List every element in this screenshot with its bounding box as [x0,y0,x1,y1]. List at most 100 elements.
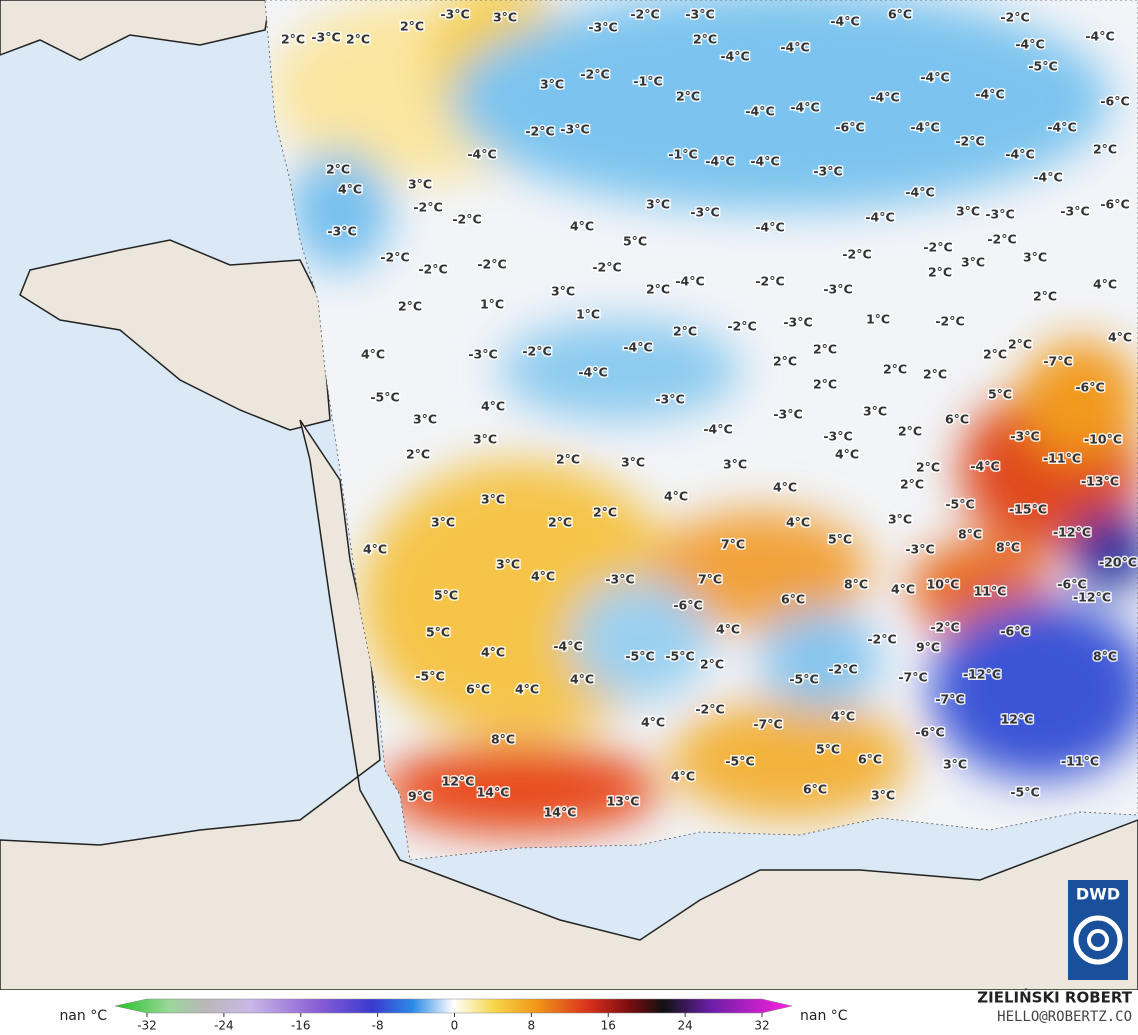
temperature-label: -15°C [1009,502,1047,517]
temperature-label: -2°C [987,232,1016,247]
temperature-label: -5°C [665,649,694,664]
temperature-label: -2°C [755,274,784,289]
temperature-label: -6°C [1000,624,1029,639]
temperature-label: 2°C [398,299,422,314]
temperature-label: 2°C [983,347,1007,362]
temperature-label: -3°C [440,7,469,22]
temperature-label: -2°C [380,250,409,265]
colorbar-tick-label: 16 [601,1019,616,1033]
temperature-label: -3°C [605,572,634,587]
temperature-label: -4°C [905,185,934,200]
temperature-label: -2°C [1000,10,1029,25]
temperature-label: -3°C [311,30,340,45]
temperature-label: -5°C [415,669,444,684]
temperature-label: -4°C [720,49,749,64]
temperature-label: 8°C [1093,649,1117,664]
temperature-label: -2°C [525,124,554,139]
temperature-label: 6°C [466,682,490,697]
temperature-label: -2°C [418,262,447,277]
temperature-label: -5°C [1010,785,1039,800]
temperature-label: -3°C [685,7,714,22]
temperature-label: 6°C [781,592,805,607]
land [0,419,1138,991]
temperature-label: 4°C [671,769,695,784]
temperature-label: -3°C [905,542,934,557]
temperature-label: 4°C [481,399,505,414]
temperature-label: 14°C [477,785,510,800]
temperature-label: 2°C [593,505,617,520]
temperature-label: 4°C [515,682,539,697]
temperature-label: 2°C [900,477,924,492]
temperature-label: 6°C [803,782,827,797]
temperature-label: 3°C [956,204,980,219]
temperature-label: 5°C [434,588,458,603]
temperature-label: 3°C [943,757,967,772]
temperature-label: 2°C [923,367,947,382]
temperature-label: -7°C [753,717,782,732]
temperature-label: 3°C [413,412,437,427]
temperature-label: -4°C [780,40,809,55]
temperature-label: -5°C [945,497,974,512]
temperature-label: 3°C [723,457,747,472]
temperature-label: -4°C [790,100,819,115]
temperature-label: -2°C [522,344,551,359]
temperature-label: -2°C [955,134,984,149]
temperature-label: -5°C [789,672,818,687]
temperature-label: 2°C [813,377,837,392]
temperature-label: 5°C [816,742,840,757]
temperature-label: -7°C [1043,354,1072,369]
temperature-label: -4°C [870,90,899,105]
temperature-label: -2°C [828,662,857,677]
temperature-label: 2°C [928,265,952,280]
temperature-label: 1°C [576,307,600,322]
temperature-label: 4°C [531,569,555,584]
temperature-label: -7°C [898,670,927,685]
temperature-label: 2°C [326,162,350,177]
temperature-label: -4°C [1033,170,1062,185]
temperature-label: -3°C [783,315,812,330]
temperature-label: 3°C [621,455,645,470]
temperature-label: -4°C [1015,37,1044,52]
temperature-label: 4°C [363,542,387,557]
temperature-label: -3°C [773,407,802,422]
temperature-label: 4°C [570,672,594,687]
temperature-label: 14°C [544,805,577,820]
temperature-label: -4°C [1085,29,1114,44]
temperature-label: -3°C [468,347,497,362]
temperature-label: 4°C [481,645,505,660]
temperature-label: -4°C [750,154,779,169]
temperature-label: 8°C [958,527,982,542]
temperature-label: 5°C [988,387,1012,402]
temperature-label: 2°C [281,32,305,47]
temperature-label: -3°C [1010,429,1039,444]
temperature-label: -3°C [655,392,684,407]
temperature-label: 5°C [426,625,450,640]
temperature-label: -6°C [1100,94,1129,109]
temperature-label: -2°C [727,319,756,334]
temperature-label: -2°C [477,257,506,272]
temperature-label: -11°C [1061,754,1099,769]
temperature-label: -4°C [1047,120,1076,135]
colorbar [114,998,793,1014]
temperature-label: 4°C [773,480,797,495]
colorbar-tick-label: -8 [372,1019,384,1033]
colorbar-tick-label: 24 [677,1019,692,1033]
temperature-label: -4°C [910,120,939,135]
temperature-label: 4°C [1093,277,1117,292]
brittany-land [19,239,331,431]
temperature-label: 6°C [858,752,882,767]
temperature-label: -4°C [675,274,704,289]
temperature-label: -4°C [975,87,1004,102]
temperature-label: 2°C [773,354,797,369]
temperature-label: 3°C [540,77,564,92]
temperature-label: -4°C [1005,147,1034,162]
temperature-label: -10°C [1084,432,1122,447]
temperature-field [265,0,1138,860]
temperature-label: -3°C [823,282,852,297]
temperature-label: 2°C [813,342,837,357]
temperature-label: 2°C [676,89,700,104]
temperature-label: 2°C [1093,142,1117,157]
temperature-label: 3°C [646,197,670,212]
temperature-label: 1°C [480,297,504,312]
temperature-label: -6°C [1057,577,1086,592]
